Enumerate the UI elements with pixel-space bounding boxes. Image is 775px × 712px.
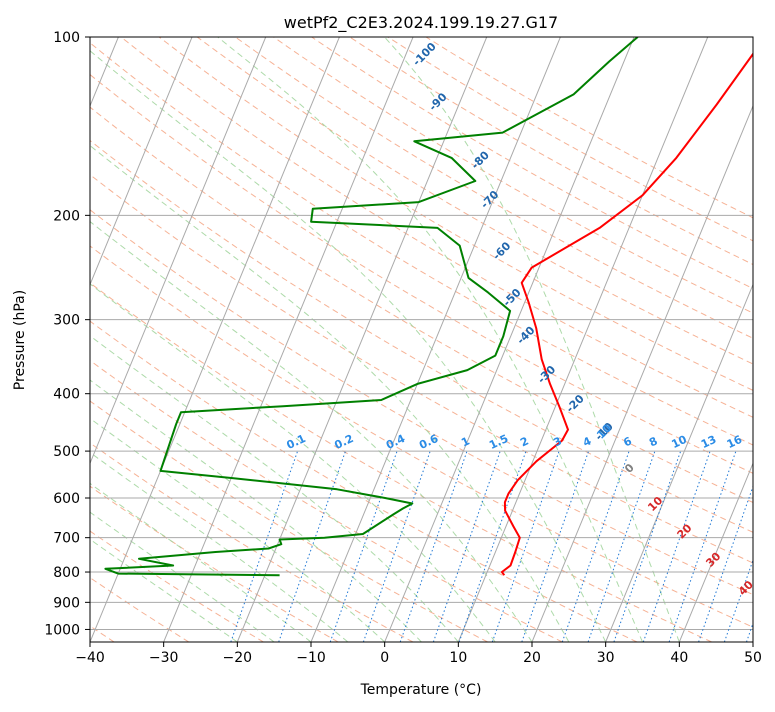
x-tick-label: 40 (670, 650, 688, 666)
y-tick-label: 900 (53, 595, 80, 611)
x-tick-label: 20 (523, 650, 541, 666)
y-tick-label: 600 (53, 491, 80, 507)
y-tick-label: 400 (53, 387, 80, 403)
y-tick-label: 200 (53, 208, 80, 224)
y-tick-label: 300 (53, 313, 80, 329)
y-tick-label: 500 (53, 444, 80, 460)
x-tick-label: −20 (223, 650, 253, 666)
x-tick-label: −10 (296, 650, 326, 666)
chart-title: wetPf2_C2E3.2024.199.19.27.G17 (284, 13, 558, 33)
x-tick-label: −30 (149, 650, 179, 666)
x-tick-label: 30 (597, 650, 615, 666)
y-tick-label: 700 (53, 531, 80, 547)
x-tick-label: 0 (380, 650, 389, 666)
x-tick-label: −40 (75, 650, 105, 666)
x-axis-label: Temperature (°C) (360, 682, 482, 698)
y-tick-label: 800 (53, 565, 80, 581)
y-tick-label: 1000 (44, 622, 80, 638)
x-tick-label: 10 (449, 650, 467, 666)
y-tick-label: 100 (53, 30, 80, 46)
y-axis-label: Pressure (hPa) (12, 290, 28, 390)
x-tick-label: 50 (744, 650, 762, 666)
